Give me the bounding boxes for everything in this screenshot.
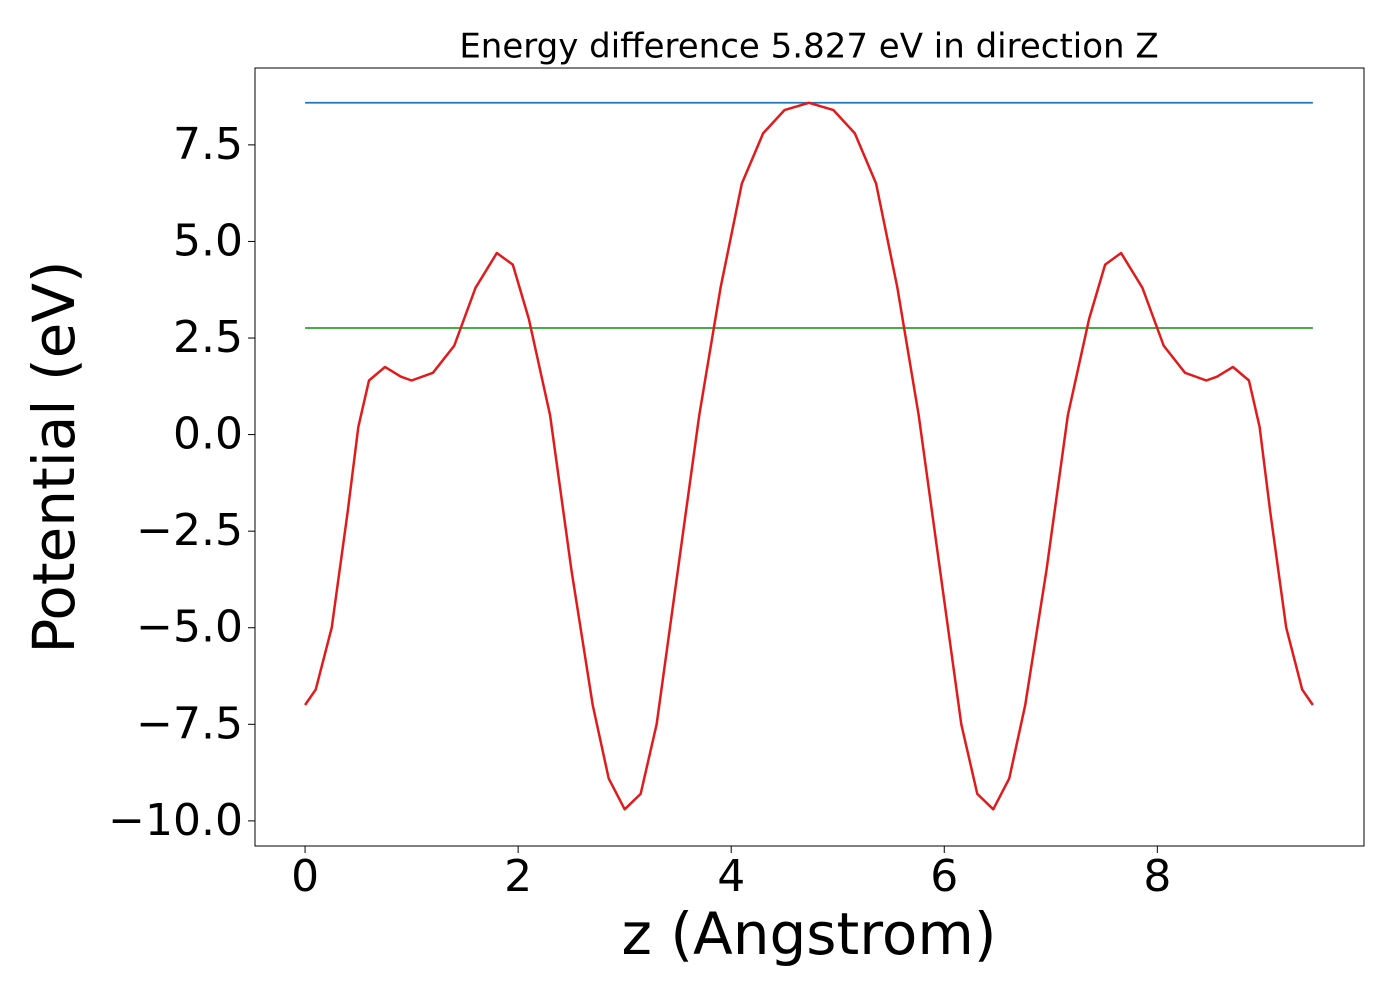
y-tick-label: −5.0 [136, 602, 243, 653]
x-tick-label: 0 [291, 851, 319, 902]
y-tick-label: 5.0 [173, 215, 243, 266]
y-tick-label: 7.5 [173, 119, 243, 170]
plot-frame [254, 67, 1365, 847]
x-tick-label: 8 [1143, 851, 1171, 902]
y-tick-label: −10.0 [108, 795, 243, 846]
x-tick-label: 4 [717, 851, 745, 902]
y-tick-label: −2.5 [136, 505, 243, 556]
data-line [304, 101, 1314, 811]
y-axis-label: Potential (eV) [20, 260, 88, 653]
x-axis-label: z (Angstrom) [622, 900, 997, 968]
chart-title: Energy difference 5.827 eV in direction … [459, 27, 1158, 67]
x-tick-label: 2 [504, 851, 532, 902]
y-tick-label: 2.5 [173, 312, 243, 363]
y-tick-label: 0.0 [173, 409, 243, 460]
x-tick-label: 6 [930, 851, 958, 902]
y-tick-label: −7.5 [136, 698, 243, 749]
